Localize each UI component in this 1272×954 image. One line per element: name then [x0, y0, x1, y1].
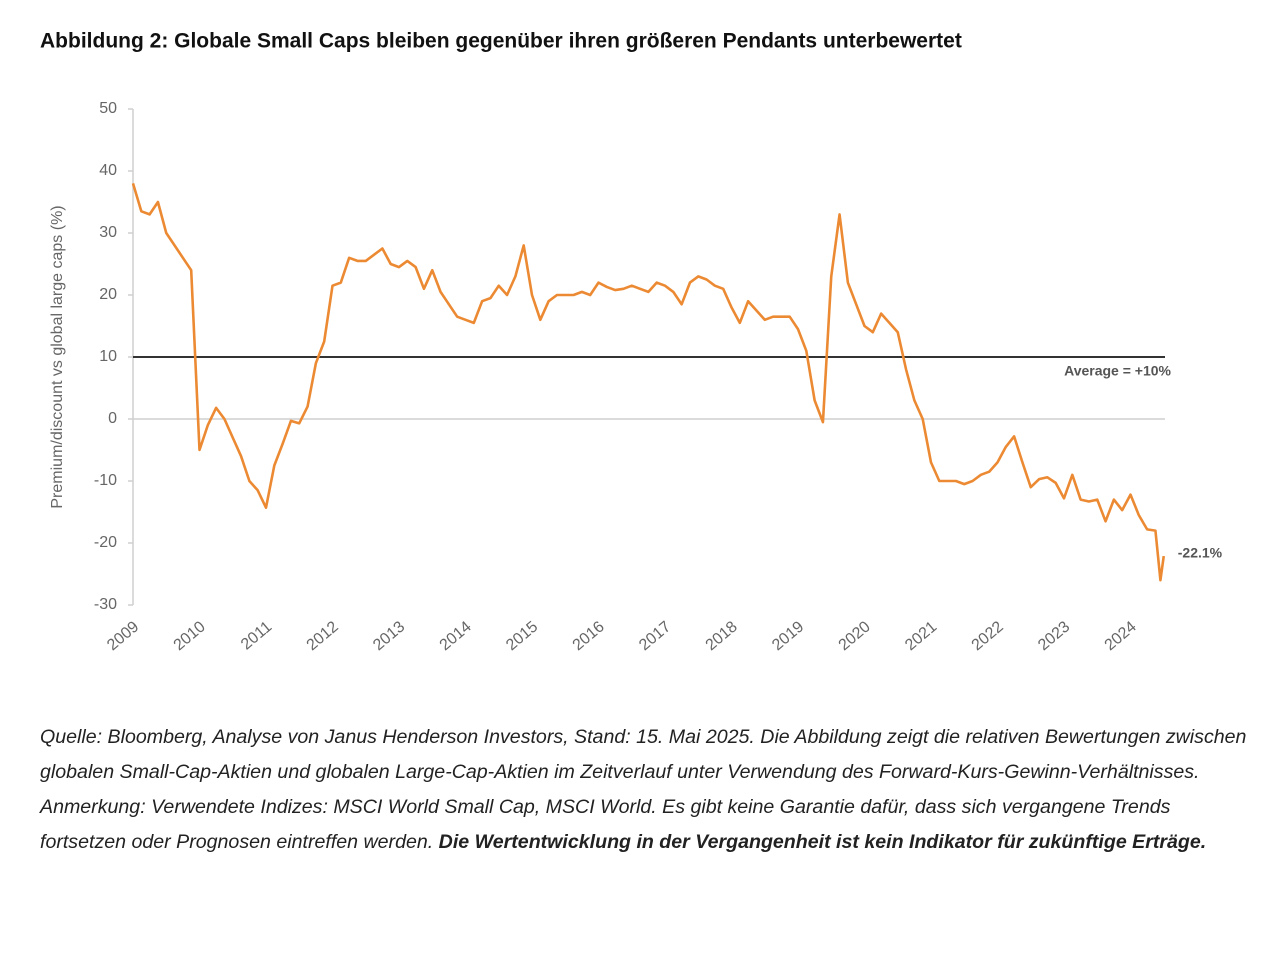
x-tick-label: 2014 — [437, 618, 475, 654]
y-tick-label: -30 — [94, 596, 117, 613]
caption-note: Anmerkung: Verwendete Indizes: MSCI Worl… — [40, 790, 1255, 860]
x-tick-label: 2023 — [1035, 618, 1073, 654]
y-tick-label: 30 — [99, 224, 117, 241]
y-tick-label: 0 — [108, 410, 117, 427]
x-tick-label: 2013 — [370, 618, 408, 654]
disclaimer: Die Wertentwicklung in der Vergangenheit… — [438, 831, 1207, 853]
x-tick-label: 2011 — [238, 618, 275, 653]
y-tick-label: 40 — [99, 162, 117, 179]
last-value-label: -22.1% — [1178, 545, 1223, 561]
y-tick-label: 10 — [99, 348, 117, 365]
y-tick-label: 20 — [99, 286, 117, 303]
y-tick-label: -10 — [94, 472, 117, 489]
y-tick-label: -20 — [94, 534, 117, 551]
x-tick-label: 2018 — [703, 618, 741, 654]
x-tick-label: 2010 — [171, 618, 209, 654]
x-tick-label: 2009 — [104, 618, 142, 654]
x-tick-label: 2016 — [570, 618, 608, 654]
x-tick-label: 2015 — [503, 618, 541, 654]
reference-label: Average = +10% — [1064, 363, 1171, 379]
note-text: Anmerkung: Verwendete Indizes: MSCI Worl… — [40, 796, 1171, 853]
x-tick-label: 2022 — [969, 618, 1007, 654]
y-tick-label: 50 — [99, 100, 117, 117]
x-tick-label: 2021 — [902, 618, 940, 654]
x-tick-label: 2012 — [304, 618, 342, 654]
x-tick-label: 2024 — [1102, 618, 1140, 654]
x-tick-label: 2020 — [836, 618, 874, 654]
chart-title: Abbildung 2: Globale Small Caps bleiben … — [40, 30, 962, 53]
x-tick-label: 2017 — [636, 618, 674, 654]
data-line — [131, 183, 1166, 582]
chart: Abbildung 2: Globale Small Caps bleiben … — [40, 30, 1223, 655]
caption-source: Quelle: Bloomberg, Analyse von Janus Hen… — [40, 726, 1247, 783]
caption: Quelle: Bloomberg, Analyse von Janus Hen… — [40, 720, 1255, 860]
y-axis-label: Premium/discount vs global large caps (%… — [49, 205, 66, 508]
x-tick-label: 2019 — [769, 618, 807, 654]
